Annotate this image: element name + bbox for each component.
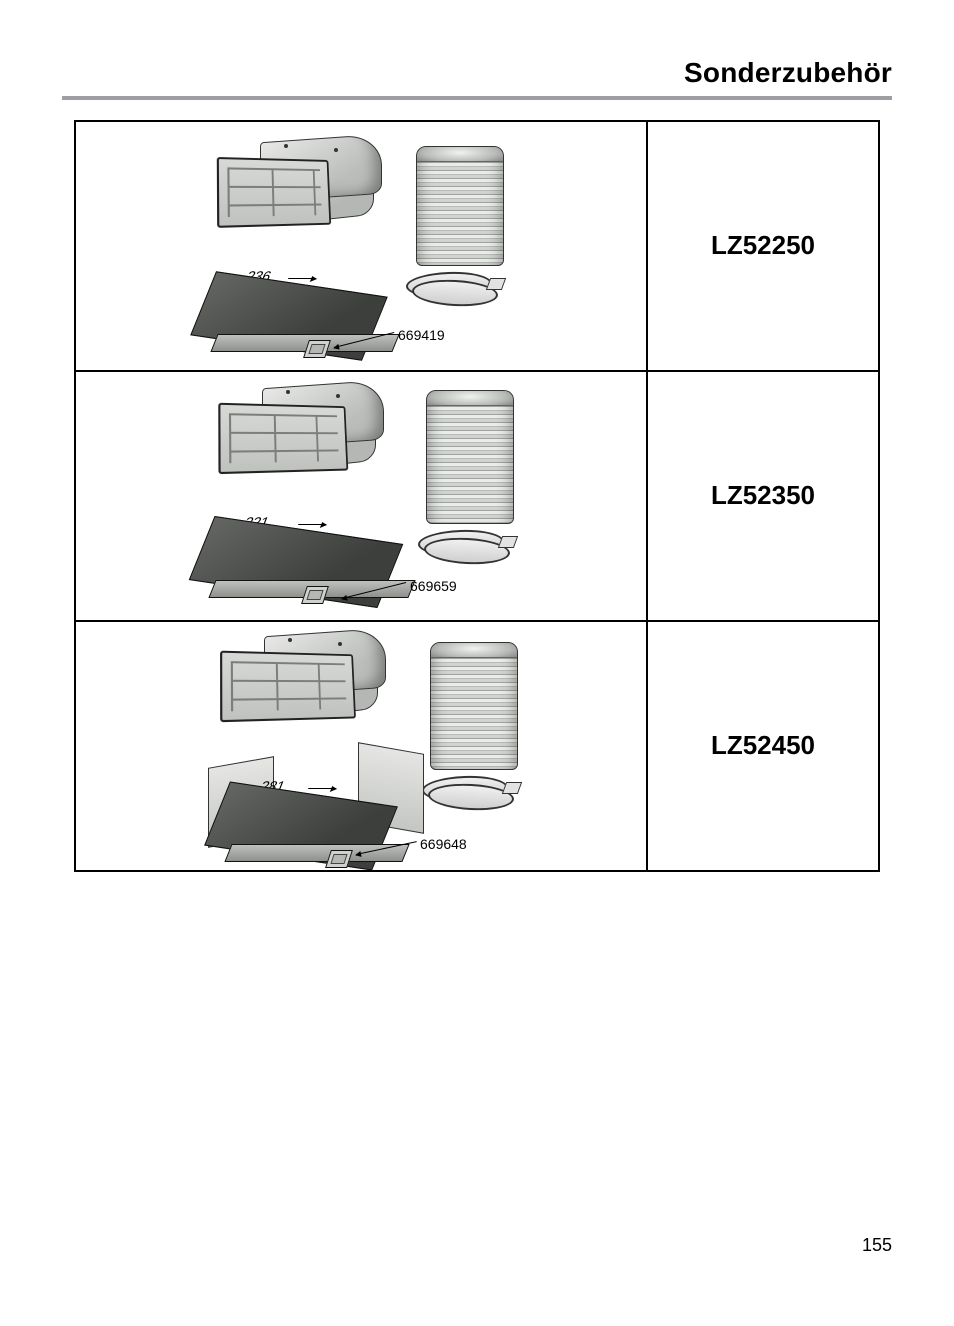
filter-plate-icon: 281 xyxy=(212,768,416,868)
flex-hose-icon xyxy=(416,146,504,266)
hose-clamp-icon xyxy=(418,530,512,552)
product-code: LZ52350 xyxy=(647,371,879,621)
heading-rule xyxy=(62,96,892,102)
product-code: LZ52250 xyxy=(647,121,879,371)
page-title: Sonderzubehör xyxy=(62,56,892,90)
flex-hose-icon xyxy=(426,390,514,524)
table-row: 321 669659 LZ52350 xyxy=(75,371,879,621)
part-number-label: 669419 xyxy=(398,327,445,343)
page-number: 155 xyxy=(862,1235,892,1256)
product-code: LZ52450 xyxy=(647,621,879,871)
duct-adapter-icon xyxy=(216,384,406,504)
table-row: 281 669648 LZ52450 xyxy=(75,621,879,871)
page: Sonderzubehör xyxy=(0,0,954,1326)
accessory-diagram: 321 669659 xyxy=(76,372,646,620)
hose-clamp-icon xyxy=(406,272,500,294)
duct-adapter-icon xyxy=(214,138,404,258)
duct-adapter-icon xyxy=(218,632,408,752)
hose-clamp-icon xyxy=(422,776,516,798)
filter-plate-icon: 321 xyxy=(196,504,400,604)
diagram-cell: 281 669648 xyxy=(75,621,647,871)
filter-plate-icon: 236 xyxy=(198,258,402,358)
accessory-diagram: 281 669648 xyxy=(76,622,646,870)
table-row: 236 669419 LZ52250 xyxy=(75,121,879,371)
accessory-table: 236 669419 LZ52250 xyxy=(74,120,880,872)
divider xyxy=(62,96,892,100)
part-number-label: 669659 xyxy=(410,578,457,594)
part-number-label: 669648 xyxy=(420,836,467,852)
table-body: 236 669419 LZ52250 xyxy=(75,121,879,871)
accessory-diagram: 236 669419 xyxy=(76,122,646,370)
diagram-cell: 321 669659 xyxy=(75,371,647,621)
diagram-cell: 236 669419 xyxy=(75,121,647,371)
flex-hose-icon xyxy=(430,642,518,770)
